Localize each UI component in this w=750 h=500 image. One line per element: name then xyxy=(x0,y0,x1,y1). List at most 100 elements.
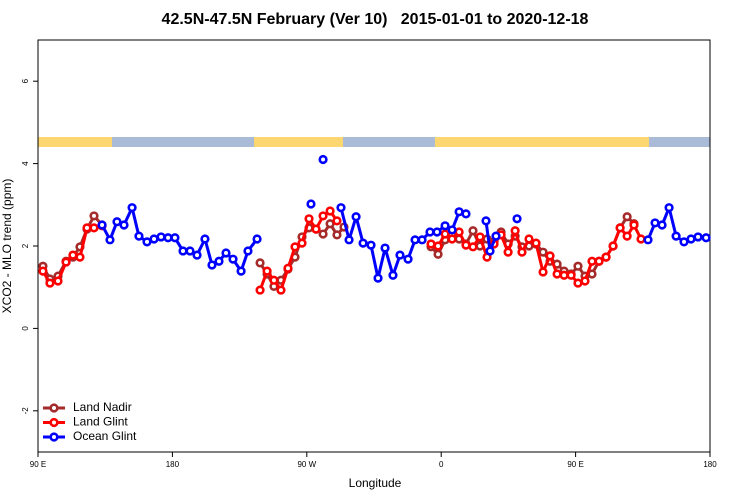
data-point xyxy=(178,246,188,256)
data-point xyxy=(134,231,144,241)
data-point xyxy=(89,211,99,221)
data-point xyxy=(61,257,71,267)
data-point xyxy=(207,260,217,270)
data-point xyxy=(255,258,265,268)
data-point xyxy=(127,203,137,213)
ocean-band xyxy=(112,137,254,147)
data-point xyxy=(559,270,569,280)
data-point xyxy=(243,246,253,256)
data-point xyxy=(221,248,231,258)
data-point xyxy=(97,220,107,230)
x-tick-label: 90 E xyxy=(567,460,583,469)
data-point xyxy=(119,220,129,230)
data-point xyxy=(475,232,485,242)
x-tick-label: 180 xyxy=(166,460,180,469)
legend-label: Land Nadir xyxy=(73,400,132,414)
legend-swatch xyxy=(49,403,59,413)
y-tick-label: 4 xyxy=(21,161,30,166)
data-point xyxy=(53,276,63,286)
data-point xyxy=(447,225,457,235)
data-point xyxy=(545,251,555,261)
data-point xyxy=(468,226,478,236)
data-point xyxy=(615,223,625,233)
data-point xyxy=(485,246,495,256)
data-point xyxy=(503,247,513,257)
data-point xyxy=(38,266,48,276)
ocean-band xyxy=(343,137,435,147)
data-point xyxy=(192,250,202,260)
data-point xyxy=(417,235,427,245)
data-point xyxy=(410,235,420,245)
data-point xyxy=(468,242,478,252)
data-point xyxy=(432,227,442,237)
surface-strip xyxy=(38,137,710,147)
legend-swatch xyxy=(49,432,59,442)
data-point xyxy=(433,249,443,259)
data-point xyxy=(75,252,85,262)
plot: 90 E 180 90 W 0 90 E 180 -2 0 2 4 6 xyxy=(21,78,717,469)
data-point xyxy=(461,240,471,250)
data-point xyxy=(325,206,335,216)
data-point xyxy=(306,199,316,209)
y-tick-label: 0 xyxy=(21,326,30,331)
data-point xyxy=(269,275,279,285)
data-point xyxy=(149,234,159,244)
data-point xyxy=(156,232,166,242)
data-point xyxy=(276,285,286,295)
data-point xyxy=(82,223,92,233)
data-point xyxy=(426,239,436,249)
data-point xyxy=(701,233,711,243)
ocean-band xyxy=(649,137,710,147)
data-point xyxy=(608,241,618,251)
data-point xyxy=(45,278,55,288)
data-point xyxy=(297,238,307,248)
data-point xyxy=(290,242,300,252)
data-point xyxy=(629,220,639,230)
data-point xyxy=(636,234,646,244)
data-point xyxy=(185,246,195,256)
data-point xyxy=(538,247,548,257)
legend-swatch xyxy=(49,417,59,428)
data-point xyxy=(573,261,583,271)
data-point xyxy=(447,234,457,244)
y-axis-label: XCO2 - MLO trend (ppm) xyxy=(0,179,14,314)
legend-label: Land Glint xyxy=(73,415,128,429)
data-point xyxy=(510,226,520,236)
data-point xyxy=(538,267,548,277)
data-point xyxy=(573,278,583,288)
data-point xyxy=(433,241,443,251)
data-point xyxy=(566,270,576,280)
data-point xyxy=(491,231,501,241)
data-point xyxy=(388,270,398,280)
data-point xyxy=(255,285,265,295)
data-point xyxy=(664,203,674,213)
data-point xyxy=(336,203,346,213)
data-point xyxy=(228,254,238,264)
data-point xyxy=(236,266,246,276)
data-point xyxy=(657,220,667,230)
data-point xyxy=(304,214,314,224)
data-point xyxy=(512,214,522,224)
data-point xyxy=(170,233,180,243)
data-point xyxy=(461,209,471,219)
data-point xyxy=(454,227,464,237)
x-tick-label: 90 E xyxy=(30,460,46,469)
x-tick-label: 0 xyxy=(439,460,444,469)
data-point xyxy=(643,235,653,245)
y-tick-label: -2 xyxy=(21,407,30,415)
data-point xyxy=(650,218,660,228)
data-point xyxy=(671,231,681,241)
data-point xyxy=(517,247,527,257)
data-point xyxy=(105,235,115,245)
data-point xyxy=(112,217,122,227)
data-point xyxy=(311,224,321,234)
data-point xyxy=(252,234,262,244)
land-band xyxy=(435,137,649,147)
x-axis-label: Longitude xyxy=(349,476,402,490)
data-point xyxy=(318,154,328,165)
data-point xyxy=(601,252,611,262)
data-point xyxy=(440,221,450,231)
data-point xyxy=(142,237,152,247)
data-point xyxy=(214,256,224,266)
